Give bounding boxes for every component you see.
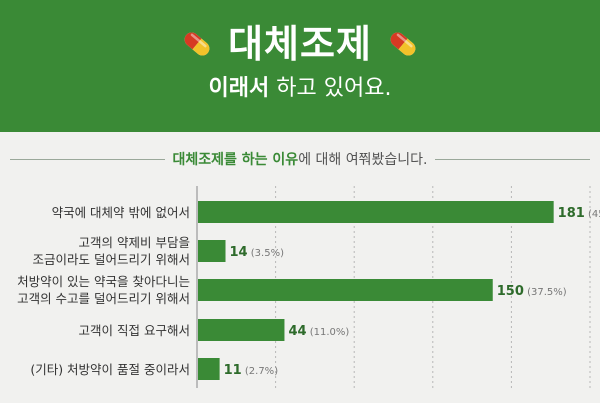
bar (198, 201, 554, 223)
value-label: 44 (288, 324, 306, 339)
header-banner: 대체조제 이래서 하고 있어요. (0, 0, 600, 132)
section-title: 대체조제를 하는 이유에 대해 여쭤봤습니다. (0, 148, 600, 170)
capsule-pill-icon (390, 32, 416, 56)
page-subtitle: 이래서 하고 있어요. (0, 78, 600, 100)
data-label: 150 (37.5%) (497, 284, 567, 299)
category-label-line: (기타) 처방약이 품절 중이라서 (30, 361, 190, 377)
category-label: 약국에 대체약 밖에 없어서 (2, 204, 190, 221)
data-label: 11 (2.7%) (224, 363, 279, 378)
category-label-line: 고객의 약제비 부담을 (78, 235, 190, 250)
percent-label: (11.0%) (307, 327, 350, 338)
percent-label: (45.3%) (585, 209, 600, 220)
bar (198, 240, 226, 262)
value-label: 181 (558, 206, 585, 221)
data-label: 14 (3.5%) (230, 245, 285, 260)
category-label-line: 처방약이 있는 약국을 찾아다니는 (17, 274, 190, 289)
section-title-text: 대체조제를 하는 이유에 대해 여쭤봤습니다. (164, 149, 436, 169)
percent-label: (3.5%) (248, 248, 284, 259)
category-label: 고객이 직접 요구해서 (2, 322, 190, 339)
category-label-line: 고객의 수고를 덜어드리기 위해서 (17, 291, 190, 306)
subtitle-rest: 하고 있어요. (276, 76, 392, 101)
percent-label: (2.7%) (242, 366, 278, 377)
section-title-highlight: 대체조제를 하는 이유 (172, 152, 299, 168)
bar (198, 319, 285, 341)
data-label: 181 (45.3%) (558, 206, 600, 221)
bar (198, 279, 493, 301)
category-label-line: 고객이 직접 요구해서 (78, 322, 190, 338)
percent-label: (37.5%) (524, 287, 567, 298)
page-title: 대체조제 (228, 22, 372, 66)
category-label: (기타) 처방약이 품절 중이라서 (2, 361, 190, 378)
capsule-pill-icon (184, 32, 210, 56)
category-label-line: 약국에 대체약 밖에 없어서 (51, 204, 190, 220)
category-label-line: 조금이라도 덜어드리기 위해서 (32, 252, 190, 267)
value-label: 11 (224, 363, 242, 378)
title-row: 대체조제 (0, 18, 600, 70)
section-title-rest: 에 대해 여쭤봤습니다. (298, 152, 428, 168)
value-label: 150 (497, 284, 524, 299)
subtitle-bold: 이래서 (208, 76, 270, 101)
value-label: 14 (230, 245, 248, 260)
bar (198, 358, 220, 380)
data-label: 44 (11.0%) (288, 324, 349, 339)
